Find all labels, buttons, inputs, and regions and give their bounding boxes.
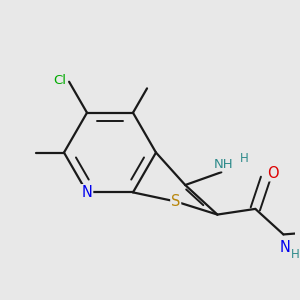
Text: N: N	[279, 240, 290, 255]
Text: Cl: Cl	[54, 74, 67, 87]
Text: O: O	[267, 166, 279, 181]
Text: N: N	[82, 185, 92, 200]
Text: S: S	[171, 194, 180, 209]
Text: H: H	[290, 248, 299, 261]
Text: NH: NH	[214, 158, 233, 171]
Text: H: H	[240, 152, 248, 166]
